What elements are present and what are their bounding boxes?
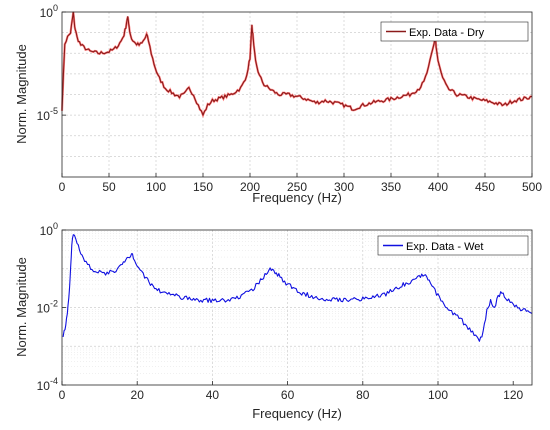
dry-legend-label: Exp. Data - Dry (409, 27, 485, 39)
wet-legend: Exp. Data - Wet (377, 235, 529, 256)
dry-y-tick-exponent: 0 (53, 3, 58, 13)
wet-legend-box (377, 235, 529, 256)
dry-grid (62, 12, 532, 177)
dry-x-tick-label: 100 (146, 180, 166, 194)
wet-y-tick-base: 10 (40, 224, 54, 238)
wet-y-axis-label: Norm. Magnitude (14, 257, 29, 357)
wet-x-ticks: 0 20 40 60 80 100 120 (59, 381, 524, 402)
wet-y-tick-base: 10 (37, 379, 51, 393)
dry-y-axis-label: Norm. Magnitude (14, 44, 29, 144)
wet-x-tick-label: 0 (59, 388, 66, 402)
wet-x-tick-label: 100 (428, 388, 448, 402)
wet-series-layer (62, 234, 533, 342)
dry-x-tick-label: 450 (475, 180, 495, 194)
wet-x-tick-label: 80 (356, 388, 370, 402)
dry-x-tick-label: 400 (428, 180, 448, 194)
dry-x-tick-label: 50 (102, 180, 116, 194)
dry-series-layer (60, 11, 532, 119)
dry-legend-box (380, 21, 529, 42)
dry-x-tick-label: 250 (287, 180, 307, 194)
wet-y-tick-label: 10-2 (37, 299, 58, 316)
dry-series-line (61, 11, 532, 116)
wet-y-tick-exponent: -4 (50, 376, 58, 386)
dry-x-tick-label: 350 (381, 180, 401, 194)
wet-series-line (62, 234, 533, 342)
wet-y-tick-label: 10-4 (37, 376, 58, 393)
wet-y-tick-exponent: -2 (50, 299, 58, 309)
dry-x-tick-label: 200 (240, 180, 260, 194)
dry-y-tick-base: 10 (37, 109, 51, 123)
dry-x-tick-label: 150 (193, 180, 213, 194)
wet-plot-area (62, 230, 532, 385)
dry-x-tick-label: 500 (522, 180, 542, 194)
wet-x-axis-label: Frequency (Hz) (252, 406, 342, 421)
wet-grid (62, 230, 532, 385)
dry-legend: Exp. Data - Dry (380, 21, 529, 42)
dry-x-ticks: 0 50 100 150 200 250 300 350 400 450 500 (59, 173, 542, 194)
wet-x-tick-label: 20 (131, 388, 145, 402)
dry-y-tick-exponent: -5 (50, 106, 58, 116)
wet-legend-label: Exp. Data - Wet (406, 241, 483, 253)
dry-x-axis-label: Frequency (Hz) (252, 190, 342, 205)
wet-y-tick-exponent: 0 (53, 221, 58, 231)
dry-y-tick-base: 10 (40, 6, 54, 20)
dry-y-tick-label: 100 (40, 3, 58, 20)
dry-x-tick-label: 0 (59, 180, 66, 194)
wet-y-tick-base: 10 (37, 302, 51, 316)
wet-y-tick-label: 100 (40, 221, 58, 238)
wet-x-tick-label: 120 (503, 388, 523, 402)
dry-x-tick-label: 300 (334, 180, 354, 194)
dry-y-tick-label: 10-5 (37, 106, 58, 123)
wet-x-tick-label: 60 (281, 388, 295, 402)
wet-x-tick-label: 40 (206, 388, 220, 402)
